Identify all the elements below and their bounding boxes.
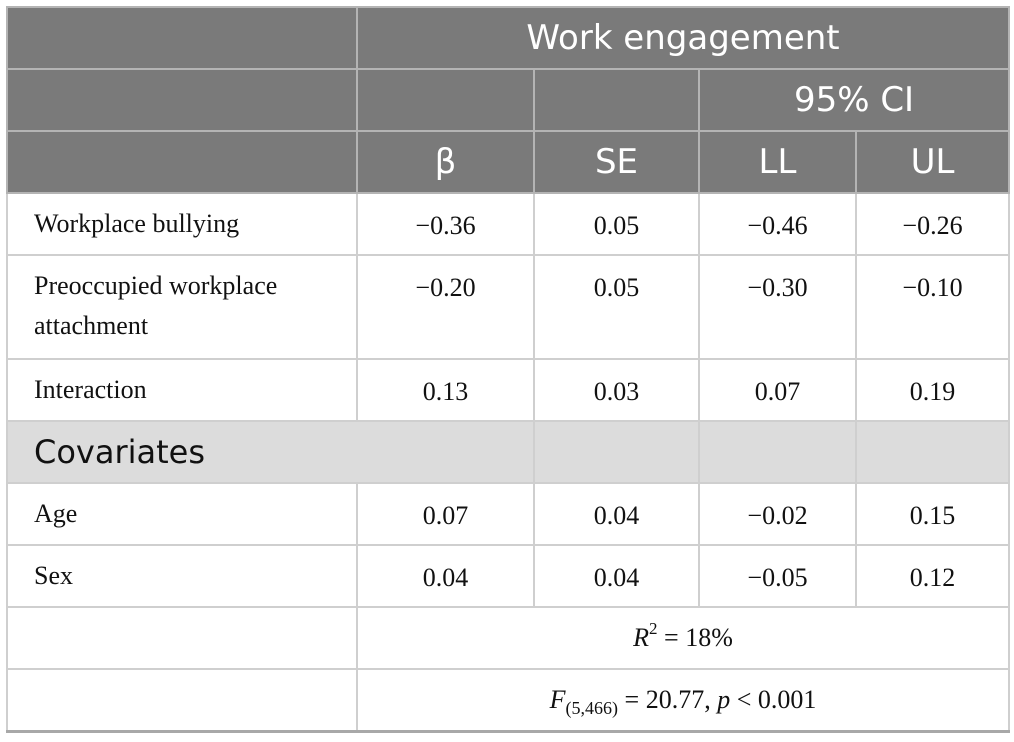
cell-se: 0.05	[533, 192, 700, 256]
cell-ul: 0.15	[854, 482, 1011, 546]
cell-ll: −0.46	[698, 192, 857, 256]
section-row-covariates: Covariates	[6, 420, 1011, 484]
cell-beta: −0.20	[356, 254, 535, 360]
header-empty-cell	[6, 68, 358, 132]
stat-f: F(5,466) = 20.77, p < 0.001	[355, 668, 1011, 733]
header-beta: β	[356, 130, 535, 194]
cell-se: 0.04	[533, 544, 700, 608]
table-row: Workplace bullying −0.36 0.05 −0.46 −0.2…	[6, 192, 1011, 256]
f-symbol: F	[549, 684, 566, 714]
section-empty-cell	[854, 420, 1011, 484]
cell-beta: 0.07	[356, 482, 535, 546]
f-value: = 20.77,	[618, 684, 718, 714]
header-empty-cell	[533, 68, 700, 132]
header-empty-cell	[6, 130, 358, 194]
p-value: < 0.001	[730, 684, 817, 714]
stat-row-f: F(5,466) = 20.77, p < 0.001	[6, 668, 1011, 733]
cell-ul: 0.19	[854, 358, 1011, 422]
row-label: Interaction	[6, 358, 358, 422]
header-ul: UL	[854, 130, 1011, 194]
row-label: Preoccupied workplace attachment	[6, 254, 358, 360]
r2-symbol: R	[633, 623, 650, 652]
cell-se: 0.04	[533, 482, 700, 546]
header-empty-cell	[356, 68, 535, 132]
cell-ul: −0.10	[854, 254, 1011, 360]
section-empty-cell	[533, 420, 700, 484]
stat-row-r2: R2 = 18%	[6, 606, 1011, 670]
cell-ul: −0.26	[854, 192, 1011, 256]
cell-ll: −0.05	[698, 544, 857, 608]
section-label: Covariates	[6, 420, 535, 484]
regression-table: Work engagement 95% CI β SE LL UL Workpl…	[6, 6, 1011, 733]
stat-r2: R2 = 18%	[355, 606, 1011, 670]
header-ll: LL	[698, 130, 857, 194]
header-ci: 95% CI	[697, 68, 1011, 132]
row-label: Age	[6, 482, 358, 546]
header-work-engagement: Work engagement	[355, 6, 1011, 70]
cell-ul: 0.12	[854, 544, 1011, 608]
header-empty-cell	[6, 6, 358, 70]
cell-ll: 0.07	[698, 358, 857, 422]
cell-beta: 0.13	[356, 358, 535, 422]
cell-beta: −0.36	[356, 192, 535, 256]
table-row: Interaction 0.13 0.03 0.07 0.19	[6, 358, 1011, 422]
row-label: Workplace bullying	[6, 192, 358, 256]
stat-empty-cell	[6, 668, 358, 733]
stat-empty-cell	[6, 606, 358, 670]
cell-se: 0.03	[533, 358, 700, 422]
cell-beta: 0.04	[356, 544, 535, 608]
header-row-group: Work engagement	[6, 6, 1011, 70]
r2-value: = 18%	[657, 623, 733, 652]
section-empty-cell	[698, 420, 857, 484]
header-se: SE	[533, 130, 700, 194]
cell-ll: −0.30	[698, 254, 857, 360]
p-symbol: p	[717, 684, 731, 714]
header-row-columns: β SE LL UL	[6, 130, 1011, 194]
header-row-ci: 95% CI	[6, 68, 1011, 132]
cell-ll: −0.02	[698, 482, 857, 546]
table-row: Age 0.07 0.04 −0.02 0.15	[6, 482, 1011, 546]
row-label: Sex	[6, 544, 358, 608]
cell-se: 0.05	[533, 254, 700, 360]
table-row: Sex 0.04 0.04 −0.05 0.12	[6, 544, 1011, 608]
table-row: Preoccupied workplace attachment −0.20 0…	[6, 254, 1011, 360]
r2-exponent: 2	[649, 619, 658, 638]
f-subscript: (5,466)	[565, 697, 619, 718]
